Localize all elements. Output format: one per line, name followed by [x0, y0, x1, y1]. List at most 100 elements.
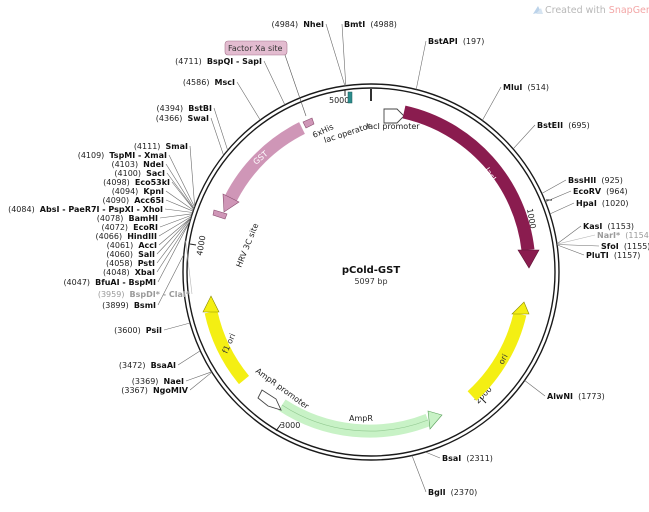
site-pos-ndei: (4103) [111, 160, 138, 169]
feature-lacI-promoter-arrow[interactable] [383, 108, 405, 124]
site-leader-nari [556, 234, 596, 245]
site-name-acci: AccI [138, 241, 157, 250]
site-pos-bstapi: (197) [463, 37, 485, 46]
feature-6xHis[interactable] [302, 117, 315, 129]
site-label-kasi[interactable]: KasI (1153) [583, 222, 634, 231]
feature-ori-arc[interactable] [467, 312, 527, 401]
site-label-tspmi-xmai[interactable]: (4109) TspMI - XmaI [78, 151, 167, 160]
feature-GST-arrowhead[interactable] [222, 193, 240, 213]
site-label-bsteii[interactable]: BstEII (695) [537, 121, 590, 130]
site-label-bgli[interactable]: BglI (2370) [428, 488, 477, 497]
site-name-ecori: EcoRI [133, 223, 158, 232]
feature-AmpR-arrowhead[interactable] [427, 410, 443, 430]
site-label-hpai[interactable]: HpaI (1020) [576, 199, 629, 208]
feature-lac-operator[interactable] [347, 91, 353, 104]
site-name-bstapi: BstAPI [428, 37, 458, 46]
site-pos-tspmi-xmai: (4109) [78, 151, 105, 160]
site-pos-psti: (4058) [106, 259, 133, 268]
site-pos-xbai: (4048) [103, 268, 130, 277]
site-leader-psti [156, 218, 192, 264]
site-leader-xbai [156, 220, 191, 273]
site-leader-bamhi [159, 213, 193, 219]
site-name-smai: SmaI [166, 142, 188, 151]
backbone-outer-strand [182, 83, 560, 461]
site-label-ecori[interactable]: (4072) EcoRI [101, 223, 158, 232]
site-label-bsaai[interactable]: (3472) BsaAI [119, 361, 176, 370]
feature-label-ori: ori [497, 353, 510, 366]
site-label-acci[interactable]: (4061) AccI [107, 241, 157, 250]
site-leader-kpni [165, 190, 194, 211]
site-label-swai[interactable]: (4366) SwaI [156, 114, 209, 123]
site-pos-saci: (4100) [114, 169, 141, 178]
site-name-mlui: MluI [503, 83, 522, 92]
site-label-nhei[interactable]: (4984) NheI [272, 20, 325, 29]
site-label-kpni[interactable]: (4094) KpnI [112, 187, 164, 196]
site-label-eco53ki[interactable]: (4098) Eco53kI [103, 178, 170, 187]
site-leader-acci [158, 217, 192, 246]
site-label-bspdi-clai[interactable]: (3959) BspDI* - ClaI* [98, 290, 191, 299]
site-pos-bstbi: (4394) [157, 104, 184, 113]
feature-HRV-3C-site[interactable] [212, 209, 228, 220]
site-label-bamhi[interactable]: (4078) BamHI [97, 214, 158, 223]
site-label-psii[interactable]: (3600) PsiI [114, 326, 162, 335]
feature-label-factor-xa-site: Factor Xa site [228, 44, 282, 53]
site-pos-bspdi-clai: (3959) [98, 290, 125, 299]
site-label-bstapi[interactable]: BstAPI (197) [428, 37, 484, 46]
site-leader-swai [210, 117, 224, 156]
site-name-bfuai-bspmi: BfuAI - BspMI [95, 278, 156, 287]
site-label-smai[interactable]: (4111) SmaI [134, 142, 188, 151]
site-label-acc65i[interactable]: (4090) Acc65I [103, 196, 165, 205]
feature-GST-arc[interactable] [225, 122, 305, 202]
site-leader-psii [163, 322, 191, 331]
feature-ori-arrowhead[interactable] [511, 301, 530, 315]
site-leader-bspqi-sapi [263, 60, 286, 106]
site-label-bsai[interactable]: BsaI (2311) [442, 454, 493, 463]
site-label-alwni[interactable]: AlwNI (1773) [547, 392, 605, 401]
site-label-xbai[interactable]: (4048) XbaI [103, 268, 155, 277]
site-leader-ngomiv [189, 371, 213, 391]
site-label-ecorv[interactable]: EcoRV (964) [573, 187, 628, 196]
site-leader-tspmi-xmai [168, 154, 195, 208]
site-name-bsaai: BsaAI [151, 361, 176, 370]
feature-AmpR-promoter-arrow[interactable] [257, 389, 282, 411]
site-label-bmti[interactable]: BmtI (4988) [344, 20, 397, 29]
site-label-naei[interactable]: (3369) NaeI [132, 377, 184, 386]
site-label-pluti[interactable]: PluTI (1157) [586, 251, 640, 260]
feature-f1-ori-arc[interactable] [204, 310, 250, 385]
site-leader-alwni [524, 380, 546, 397]
tick-label-5000: 5000 [329, 96, 349, 105]
site-label-bsshii[interactable]: BssHII (925) [568, 176, 623, 185]
site-label-ngomiv[interactable]: (3367) NgoMIV [121, 386, 189, 395]
site-label-mlui[interactable]: MluI (514) [503, 83, 549, 92]
site-label-psti[interactable]: (4058) PstI [106, 259, 155, 268]
site-leader-nhei [325, 23, 346, 86]
site-label-bfuai-bspmi[interactable]: (4047) BfuAI - BspMI [63, 278, 156, 287]
site-name-naei: NaeI [164, 377, 185, 386]
feature-factor-xa-box[interactable] [224, 40, 288, 56]
site-pos-swai: (4366) [156, 114, 183, 123]
feature-AmpR-outline [281, 404, 429, 432]
site-label-bstbi[interactable]: (4394) BstBI [157, 104, 212, 113]
tick-4000-line [189, 243, 197, 246]
site-label-nari[interactable]: NarI* (1154) [597, 231, 649, 240]
site-leader-eco53ki [171, 181, 194, 210]
site-label-absi-paer7i-pspxi-xhoi[interactable]: (4084) AbsI - PaeR7I - PspXI - XhoI [8, 205, 163, 214]
site-leader-bspdi-clai [185, 240, 193, 295]
site-pos-bsshii: (925) [601, 176, 623, 185]
plasmid-size-unit: bp [377, 277, 387, 286]
site-label-bsmi[interactable]: (3899) BsmI [102, 301, 156, 310]
feature-lacI-arc[interactable] [402, 105, 535, 251]
site-label-msci[interactable]: (4586) MscI [183, 78, 235, 87]
watermark-brand: SnapGene [609, 5, 649, 16]
site-pos-msci: (4586) [183, 78, 210, 87]
site-name-bsteii: BstEII [537, 121, 563, 130]
site-leader-msci [236, 81, 261, 121]
site-label-sfoi[interactable]: SfoI (1155) [601, 242, 649, 251]
feature-f1-ori-arrowhead[interactable] [202, 295, 220, 313]
feature-lacI-arrowhead[interactable] [517, 249, 540, 269]
site-label-saci[interactable]: (4100) SacI [114, 169, 165, 178]
site-label-bspqi-sapi[interactable]: (4711) BspQI - SapI [175, 57, 262, 66]
site-label-hindiii[interactable]: (4066) HindIII [96, 232, 158, 241]
site-label-sali[interactable]: (4060) SalI [106, 250, 155, 259]
site-label-ndei[interactable]: (4103) NdeI [111, 160, 164, 169]
